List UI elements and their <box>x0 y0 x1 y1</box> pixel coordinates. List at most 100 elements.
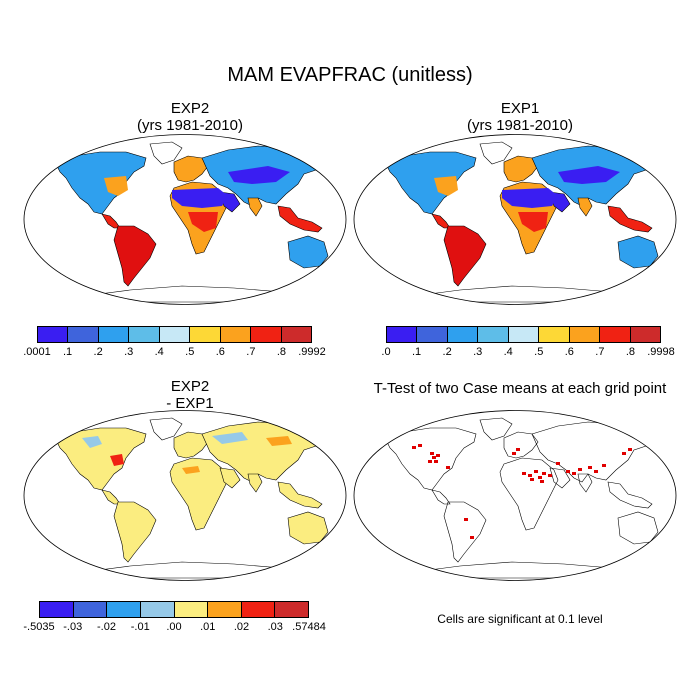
continent-greenland <box>479 141 513 165</box>
colorbar-tick-label: .03 <box>267 621 283 633</box>
continent-australia <box>617 235 659 269</box>
colorbar-swatch <box>251 327 282 342</box>
significant-cell <box>446 466 450 469</box>
difference-patch <box>212 432 248 444</box>
colorbar-tick-label: .6 <box>215 346 225 358</box>
continent-antarctica <box>83 561 298 579</box>
colorbar-tick-label: .8 <box>625 346 636 358</box>
map-border <box>23 134 347 305</box>
colorbar-swatch <box>107 602 141 617</box>
colorbar-swatch <box>478 327 509 342</box>
colorbar-tick-label: .02 <box>233 621 250 633</box>
continent-centralAmerica <box>101 213 121 229</box>
continent-antarctica <box>413 285 628 303</box>
panel-title-line1: EXP1 <box>500 100 540 117</box>
map-land-layer <box>385 141 659 303</box>
significant-cell <box>566 470 570 473</box>
colorbar-swatch <box>281 327 311 342</box>
region-sahara <box>172 188 228 208</box>
significant-cell <box>530 478 534 481</box>
continent-northAmerica <box>55 151 147 215</box>
significant-cell <box>528 474 532 477</box>
colorbar-tick-label: -.02 <box>97 621 116 633</box>
significant-cell <box>628 448 632 451</box>
colorbar-tick-label: .4 <box>154 346 164 358</box>
colorbar-labels-exp1: .0 .1 .2 .3 .4 .5 .6 .7 .8 .9998 <box>381 346 674 360</box>
map-border <box>23 410 347 581</box>
significant-cell <box>538 476 542 479</box>
continent-seAsia <box>607 205 653 233</box>
colorbar-swatch <box>98 327 130 342</box>
colorbar-tick-label: -.01 <box>130 621 150 633</box>
difference-patch <box>110 454 124 466</box>
colorbar-swatch <box>539 327 570 342</box>
continent-europe <box>503 431 539 459</box>
significant-cell <box>464 518 468 521</box>
colorbar-exp1 <box>386 326 661 343</box>
map-diff <box>23 410 347 581</box>
colorbar-tick-label: -.03 <box>63 621 83 633</box>
significant-cell <box>588 466 592 469</box>
colorbar-tick-label: .9998 <box>647 346 675 358</box>
colorbar-swatch <box>417 327 448 342</box>
continent-africa <box>499 457 559 531</box>
colorbar-swatch <box>129 327 160 342</box>
colorbar-exp2 <box>37 326 312 343</box>
continent-centralAmerica <box>431 213 451 229</box>
significant-cell <box>548 474 552 477</box>
continent-northAmerica <box>385 151 477 215</box>
figure-title: MAM EVAPFRAC (unitless) <box>227 64 473 86</box>
difference-patch <box>82 436 102 448</box>
panel-title-line2: (yrs 1981-2010) <box>137 117 243 134</box>
continent-southAmerica <box>113 501 157 563</box>
significant-cell <box>578 468 582 471</box>
continent-europe <box>503 155 539 183</box>
continent-antarctica <box>83 285 298 303</box>
continent-antarctica <box>413 561 628 579</box>
colorbar-swatch <box>140 602 175 617</box>
colorbar-tick-label: .7 <box>595 346 605 358</box>
region-central-asia <box>558 166 620 184</box>
continent-seAsia <box>277 481 323 509</box>
significant-cell <box>470 536 474 539</box>
continent-india <box>247 197 263 217</box>
colorbar-tick-label: .6 <box>564 346 574 358</box>
continent-southAmerica <box>443 225 487 287</box>
colorbar-swatch <box>73 602 108 617</box>
significant-cell <box>602 464 606 467</box>
significant-cell <box>522 472 526 475</box>
significant-cell <box>534 470 538 473</box>
significant-cell <box>412 446 416 449</box>
significant-cell <box>432 456 436 459</box>
colorbar-swatch <box>220 327 252 342</box>
map-land-layer <box>385 417 659 579</box>
colorbar-swatch <box>159 327 191 342</box>
continent-southAmerica <box>443 501 487 563</box>
continent-seAsia <box>607 481 653 509</box>
continent-greenland <box>149 141 183 165</box>
continent-northAmerica <box>55 427 147 491</box>
panel-title-line2: - EXP1 <box>166 395 214 412</box>
colorbar-tick-label: .1 <box>62 346 73 358</box>
colorbar-tick-label: -.5035 <box>23 621 55 633</box>
continent-seAsia <box>277 205 323 233</box>
map-ttest <box>353 410 677 581</box>
continent-australia <box>287 235 329 269</box>
colorbar-tick-label: .0 <box>381 346 391 358</box>
significant-cell <box>594 470 598 473</box>
map-land-layer <box>55 141 329 303</box>
continent-asia <box>531 421 655 483</box>
region-eastern-us <box>104 176 128 196</box>
continent-india <box>247 473 263 493</box>
continent-southAmerica <box>113 225 157 287</box>
region-central-africa <box>518 212 548 232</box>
map-border <box>353 410 677 581</box>
colorbar-swatch <box>447 327 479 342</box>
continent-greenland <box>149 417 183 441</box>
significant-cell <box>428 460 432 463</box>
colorbar-labels-diff: -.5035 -.03 -.02 -.01 .00 .01 .02 .03 .57484 <box>23 621 325 635</box>
significant-cell <box>622 452 626 455</box>
region-central-africa <box>188 212 218 232</box>
colorbar-tick-label: .8 <box>276 346 287 358</box>
map-land-layer <box>55 417 329 579</box>
